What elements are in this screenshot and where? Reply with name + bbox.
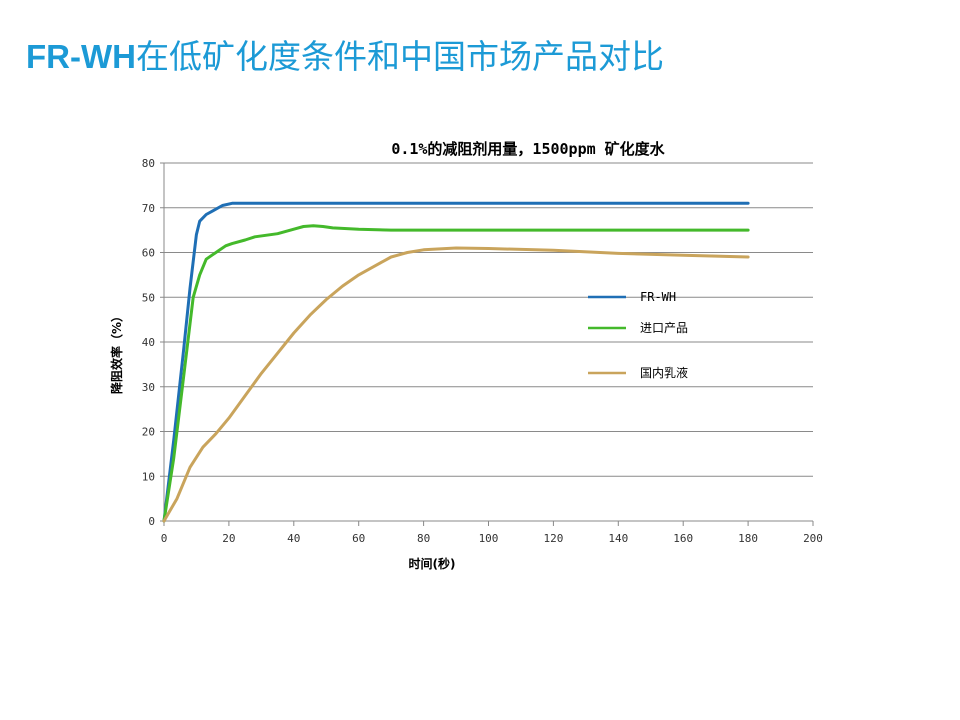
series-lines [162, 201, 750, 523]
chart-title: 0.1%的减阻剂用量，1500ppm 矿化度水 [391, 140, 665, 158]
gridlines [164, 162, 813, 477]
y-tick-label: 50 [142, 291, 155, 304]
slide-title: FR-WH在低矿化度条件和中国市场产品对比 [26, 30, 664, 78]
series-line-1 [162, 201, 750, 523]
legend-label-1: FR-WH [640, 290, 676, 304]
y-tick-label: 60 [142, 247, 155, 260]
tick-labels: 0 10 20 30 40 50 60 70 80 0 20 40 60 80 100 120 140 160 18… [142, 157, 823, 545]
x-tick-label: 100 [479, 532, 499, 545]
series-line-2 [162, 224, 750, 523]
x-tick-label: 60 [352, 532, 365, 545]
x-axis-label: 时间(秒) [409, 556, 456, 571]
x-tick-label: 140 [608, 532, 628, 545]
x-tick-label: 160 [673, 532, 693, 545]
y-tick-label: 80 [142, 157, 155, 170]
x-tick-label: 0 [161, 532, 168, 545]
slide-title-latin: FR-WH [26, 38, 136, 75]
x-tick-label: 120 [543, 532, 563, 545]
x-tick-label: 200 [803, 532, 823, 545]
slide-title-text: 在低矿化度条件和中国市场产品对比 [135, 37, 664, 76]
x-tick-label: 80 [417, 532, 430, 545]
series-line-3 [162, 246, 750, 523]
y-tick-label: 10 [142, 470, 155, 483]
y-tick-label: 30 [142, 381, 155, 394]
x-tick-label: 40 [287, 532, 300, 545]
y-tick-label: 0 [148, 515, 155, 528]
legend-label-2: 进口产品 [640, 321, 688, 335]
y-tick-label: 40 [142, 336, 155, 349]
y-tick-label: 20 [142, 426, 155, 439]
legend-label-3: 国内乳液 [640, 365, 688, 380]
y-tick-label: 70 [142, 202, 155, 215]
y-axis-label: 降阻效率（%） [109, 310, 124, 394]
x-tick-label: 20 [222, 532, 235, 545]
x-tick-label: 180 [738, 532, 758, 545]
